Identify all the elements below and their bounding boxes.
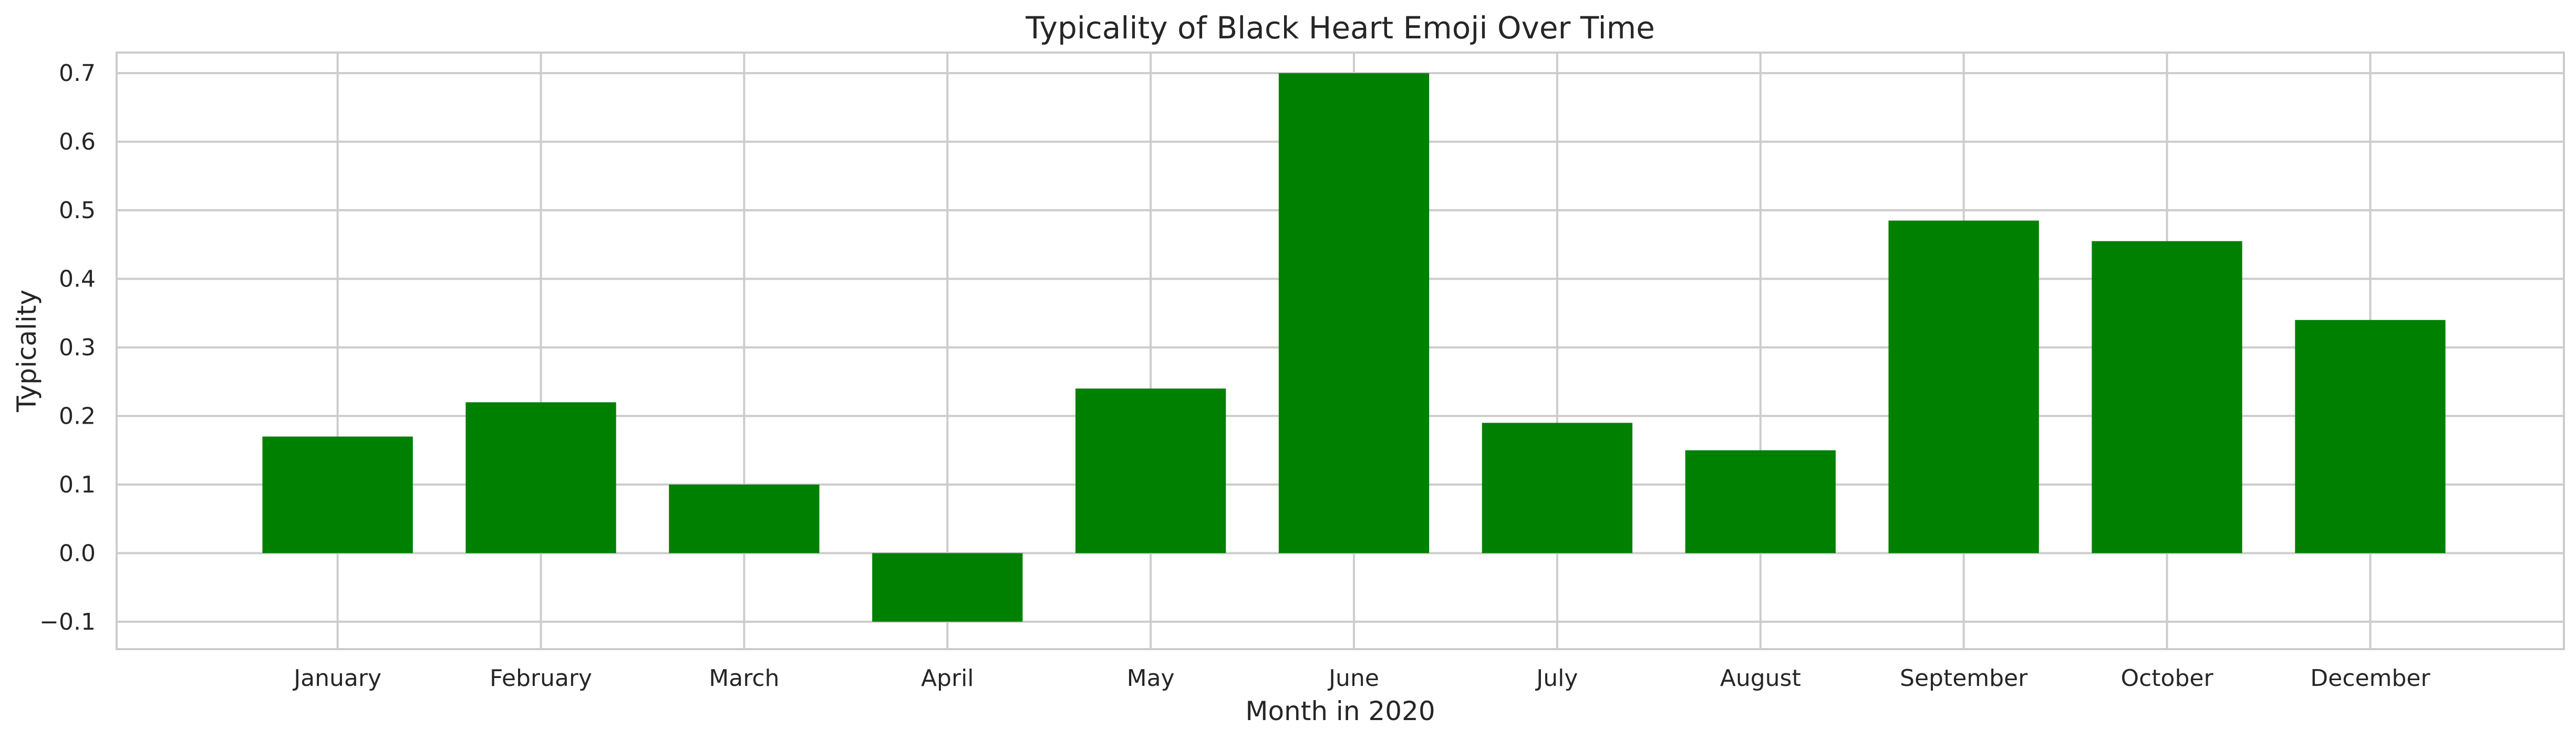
x-tick-labels: January February March April May June July Augu… [292, 665, 2430, 692]
bar-march [669, 484, 820, 553]
y-tick-label: 0.3 [59, 334, 96, 361]
chart-title: Typicality of Black Heart Emoji Over Tim… [1025, 10, 1655, 46]
y-tick-label: 0.5 [59, 197, 96, 224]
bar-june [1278, 73, 1430, 553]
y-tick-label: 0.0 [59, 540, 96, 567]
x-axis-label: Month in 2020 [1245, 696, 1435, 726]
x-tick-label-april: April [921, 665, 974, 692]
y-tick-label: 0.7 [59, 60, 96, 87]
y-tick-label: 0.2 [59, 403, 96, 429]
x-tick-label-july: July [1535, 665, 1578, 692]
bar-august [1685, 450, 1836, 553]
y-tick-labels: −0.1 0.0 0.1 0.2 0.3 0.4 0.5 0.6 0.7 [39, 60, 96, 635]
y-tick-label: −0.1 [39, 609, 96, 635]
x-tick-label-january: January [292, 665, 381, 692]
x-tick-label-september: September [1900, 665, 2028, 692]
bar-july [1482, 423, 1633, 553]
bars [262, 73, 2446, 622]
y-axis-label: Typicality [12, 290, 42, 413]
bar-january [262, 436, 413, 553]
plot-frame [116, 52, 2565, 650]
x-tick-label-march: March [709, 665, 779, 692]
y-tick-label: 0.4 [59, 266, 96, 293]
y-tick-label: 0.1 [59, 471, 96, 498]
x-tick-label-june: June [1327, 665, 1379, 692]
x-tick-label-december: December [2310, 665, 2430, 692]
x-tick-label-october: October [2120, 665, 2213, 692]
y-tick-label: 0.6 [59, 129, 96, 156]
bar-september [1888, 220, 2039, 553]
bar-december [2295, 320, 2446, 553]
x-tick-label-may: May [1127, 665, 1175, 692]
x-tick-label-august: August [1720, 665, 1801, 692]
bar-october [2092, 241, 2242, 553]
bar-april [872, 553, 1023, 622]
bar-may [1075, 388, 1226, 553]
bar-february [465, 402, 616, 553]
x-tick-label-february: February [490, 665, 592, 692]
